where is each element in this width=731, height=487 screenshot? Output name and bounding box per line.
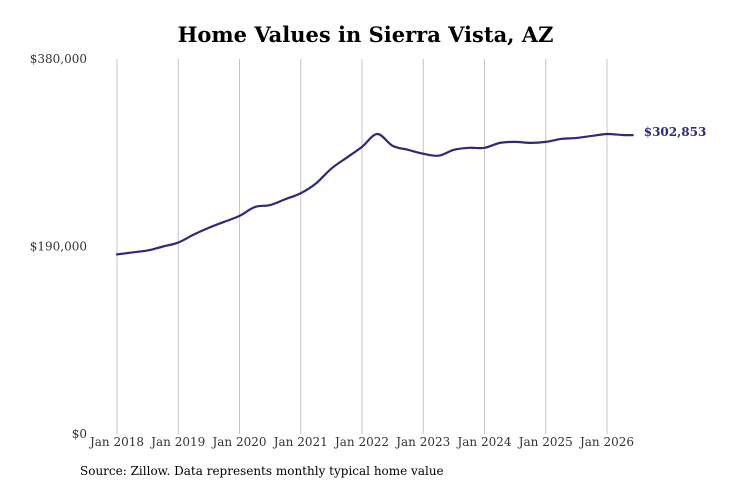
source-note: Source: Zillow. Data represents monthly … bbox=[80, 464, 444, 478]
y-tick-label: $0 bbox=[72, 427, 87, 441]
x-tick-label: Jan 2019 bbox=[149, 435, 205, 449]
end-value-label: $302,853 bbox=[644, 125, 707, 139]
gridlines bbox=[116, 59, 608, 434]
series-line bbox=[115, 132, 634, 256]
y-axis-ticks: $0 $190,000 $380,000 bbox=[30, 52, 87, 441]
y-tick-label: $190,000 bbox=[30, 240, 87, 254]
x-tick-label: Jan 2021 bbox=[272, 435, 328, 449]
y-tick-label: $380,000 bbox=[30, 52, 87, 66]
x-tick-label: Jan 2022 bbox=[333, 435, 389, 449]
x-axis-ticks: Jan 2018 Jan 2019 Jan 2020 Jan 2021 Jan 2022… bbox=[88, 435, 634, 449]
x-tick-label: Jan 2025 bbox=[517, 435, 573, 449]
x-tick-label: Jan 2024 bbox=[455, 435, 511, 449]
chart-title: Home Values in Sierra Vista, AZ bbox=[177, 22, 554, 47]
x-tick-label: Jan 2018 bbox=[88, 435, 144, 449]
x-tick-label: Jan 2020 bbox=[210, 435, 266, 449]
x-tick-label: Jan 2023 bbox=[394, 435, 450, 449]
x-tick-label: Jan 2026 bbox=[578, 435, 634, 449]
